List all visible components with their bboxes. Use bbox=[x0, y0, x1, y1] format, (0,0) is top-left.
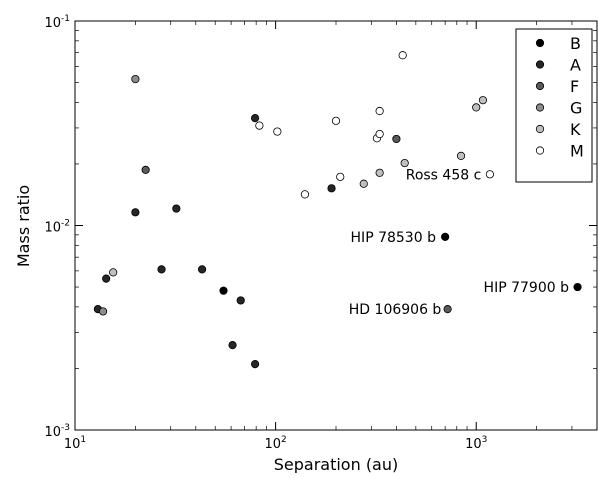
annotation-label: HIP 78530 b bbox=[351, 230, 437, 246]
data-point-A bbox=[250, 114, 260, 123]
legend-label-B: B bbox=[570, 34, 581, 53]
data-point-B bbox=[441, 232, 450, 241]
legend-label-F: F bbox=[570, 77, 579, 96]
data-point-A bbox=[197, 265, 207, 274]
legend-marker-F bbox=[535, 81, 545, 91]
data-point-A bbox=[327, 184, 336, 193]
data-point-A bbox=[102, 274, 111, 283]
legend-frame bbox=[515, 28, 593, 183]
data-point-M bbox=[485, 170, 494, 179]
x-tick-label: 103 bbox=[465, 435, 487, 452]
data-point-K bbox=[109, 268, 118, 277]
data-point-M bbox=[255, 121, 264, 130]
data-point-A bbox=[228, 341, 237, 350]
y-tick-label: 10-3 bbox=[44, 423, 70, 440]
y-tick-label: 10-2 bbox=[44, 219, 70, 236]
legend-label-M: M bbox=[570, 142, 584, 161]
x-tick-label: 102 bbox=[264, 435, 286, 452]
legend-marker-B bbox=[535, 38, 545, 48]
legend-label-A: A bbox=[570, 56, 581, 75]
data-point-K bbox=[478, 96, 488, 105]
data-point-A bbox=[157, 265, 166, 274]
data-point-K bbox=[375, 168, 384, 177]
legend-label-K: K bbox=[570, 120, 581, 139]
data-point-G bbox=[131, 74, 140, 84]
legend-label-G: G bbox=[570, 99, 582, 118]
annotations: Ross 458 c HIP 78530 b HIP 77900 b HD 10690… bbox=[349, 167, 569, 318]
y-axis-label: Mass ratio bbox=[14, 185, 33, 267]
data-point-A bbox=[172, 204, 181, 213]
data-point-K bbox=[456, 151, 466, 160]
data-point-M bbox=[300, 190, 310, 199]
data-point-F bbox=[141, 165, 150, 175]
data-point-M bbox=[273, 127, 282, 136]
legend-marker-G bbox=[535, 103, 545, 112]
data-point-K bbox=[400, 158, 409, 168]
legend-marker-K bbox=[535, 124, 545, 134]
data-point-M bbox=[336, 172, 345, 181]
data-point-M bbox=[375, 129, 384, 139]
data-point-B bbox=[219, 286, 228, 295]
data-point-K bbox=[472, 103, 481, 112]
data-points bbox=[93, 51, 582, 369]
tick-labels: 101 102 103 10-3 10-2 10-1 bbox=[44, 14, 487, 452]
data-point-K bbox=[359, 179, 368, 188]
legend-marker-A bbox=[535, 60, 545, 69]
data-point-M bbox=[398, 51, 407, 60]
annotation-label: Ross 458 c bbox=[406, 167, 482, 183]
annotation-label: HIP 77900 b bbox=[484, 280, 570, 296]
legend-marker-M bbox=[535, 146, 545, 155]
data-point-F bbox=[392, 134, 401, 144]
y-tick-label: 10-1 bbox=[44, 14, 70, 31]
data-point-M bbox=[331, 116, 341, 125]
data-point-M bbox=[375, 106, 384, 116]
x-axis-label: Separation (au) bbox=[274, 455, 399, 473]
data-point-A bbox=[131, 208, 140, 217]
data-point-A bbox=[250, 360, 260, 369]
annotation-label: HD 106906 b bbox=[349, 302, 442, 318]
x-tick-label: 101 bbox=[64, 435, 86, 452]
plot-area-frame bbox=[74, 20, 598, 431]
data-point-G bbox=[98, 307, 108, 316]
data-point-F bbox=[443, 305, 452, 314]
data-point-B bbox=[573, 282, 582, 292]
data-point-A bbox=[236, 296, 245, 305]
